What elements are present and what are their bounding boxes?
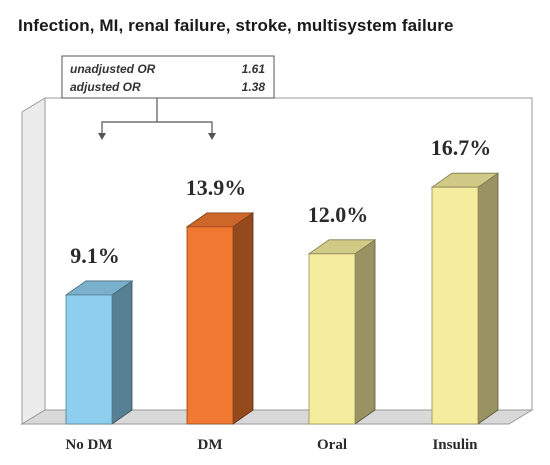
bar-no-dm [64,280,134,425]
chart-side-wall [21,97,46,425]
bar-dm-front [186,226,234,425]
bar-dm-side [232,212,254,425]
adjusted-or-value: 1.38 [242,80,266,94]
value-label-dm: 13.9% [186,175,247,200]
unadjusted-or-value: 1.61 [242,62,266,76]
value-label-no-dm: 9.1% [70,243,120,268]
bar-insulin-front [431,186,479,425]
bar-oral-side [354,239,376,425]
arrow-down-icon [98,133,106,140]
bars-group [64,172,500,425]
category-label-dm: DM [198,437,223,453]
bar-insulin [430,172,500,425]
value-labels-group: 9.1% 13.9% 12.0% 16.7% [70,135,491,268]
bar-no-dm-side [111,280,133,425]
category-label-oral: Oral [317,437,347,453]
value-label-oral: 12.0% [308,202,369,227]
bar-oral [307,239,377,425]
bar-oral-front [308,253,356,425]
bar-insulin-side [477,172,499,425]
odds-ratio-annotation: unadjusted OR 1.61 adjusted OR 1.38 [61,55,275,140]
category-label-insulin: Insulin [432,437,478,453]
arrow-down-icon [208,133,216,140]
odds-ratio-box [61,55,275,99]
bar-dm [185,212,255,425]
chart-title: Infection, MI, renal failure, stroke, mu… [18,16,454,35]
bar-no-dm-front [65,294,113,425]
adjusted-or-label: adjusted OR [70,80,141,94]
category-labels-group: No DM DM Oral Insulin [65,437,478,453]
value-label-insulin: 16.7% [431,135,492,160]
unadjusted-or-label: unadjusted OR [70,62,156,76]
category-label-no-dm: No DM [65,437,112,453]
